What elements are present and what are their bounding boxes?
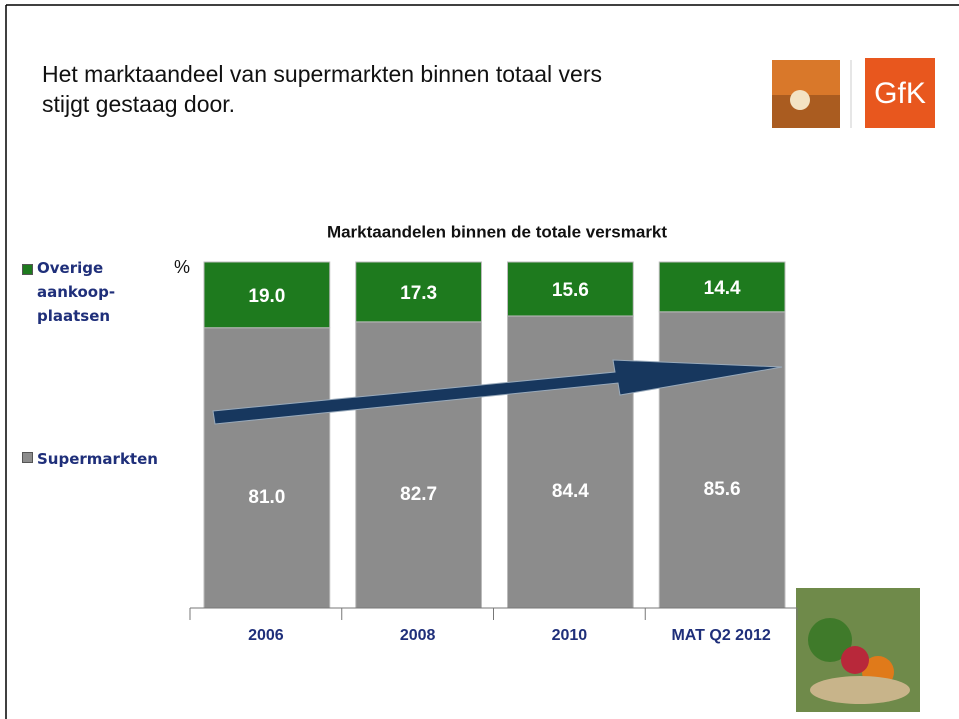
chart-title: Marktaandelen binnen de totale versmarkt bbox=[327, 222, 667, 241]
value-label: 85.6 bbox=[704, 479, 741, 500]
bar-segment bbox=[356, 322, 482, 608]
value-label: 81.0 bbox=[248, 487, 285, 508]
legend-item: Supermarkten bbox=[22, 450, 158, 468]
bar-segment bbox=[204, 328, 330, 608]
slide-title-line: stijgt gestaag door. bbox=[42, 91, 235, 117]
value-label: 14.4 bbox=[704, 278, 741, 299]
x-tick-label: 2008 bbox=[400, 627, 436, 644]
value-label: 17.3 bbox=[400, 283, 437, 304]
logo-text: GfK bbox=[874, 77, 926, 110]
value-label: 82.7 bbox=[400, 484, 437, 505]
bar-segment bbox=[659, 312, 785, 608]
slide: Het marktaandeel van supermarkten binnen… bbox=[0, 0, 959, 719]
value-label: 15.6 bbox=[552, 280, 589, 301]
x-tick-label: MAT Q2 2012 bbox=[671, 627, 770, 644]
legend-label: Overige aankoop-plaatsen bbox=[37, 256, 127, 328]
legend-item: Overige aankoop-plaatsen bbox=[22, 262, 127, 328]
chart: Het marktaandeel van supermarkten binnen… bbox=[0, 0, 959, 719]
photo-logo: GfK bbox=[772, 58, 935, 128]
legend-label: Supermarkten bbox=[37, 450, 158, 468]
value-label: 84.4 bbox=[552, 481, 589, 502]
y-axis-label: % bbox=[174, 257, 190, 277]
vegetables-photo bbox=[796, 588, 920, 712]
x-tick-label: 2010 bbox=[552, 627, 588, 644]
legend-swatch bbox=[22, 452, 33, 463]
x-tick-label: 2006 bbox=[248, 627, 284, 644]
slide-title-line: Het marktaandeel van supermarkten binnen… bbox=[42, 61, 602, 87]
legend-swatch bbox=[22, 264, 33, 275]
value-label: 19.0 bbox=[248, 286, 285, 307]
